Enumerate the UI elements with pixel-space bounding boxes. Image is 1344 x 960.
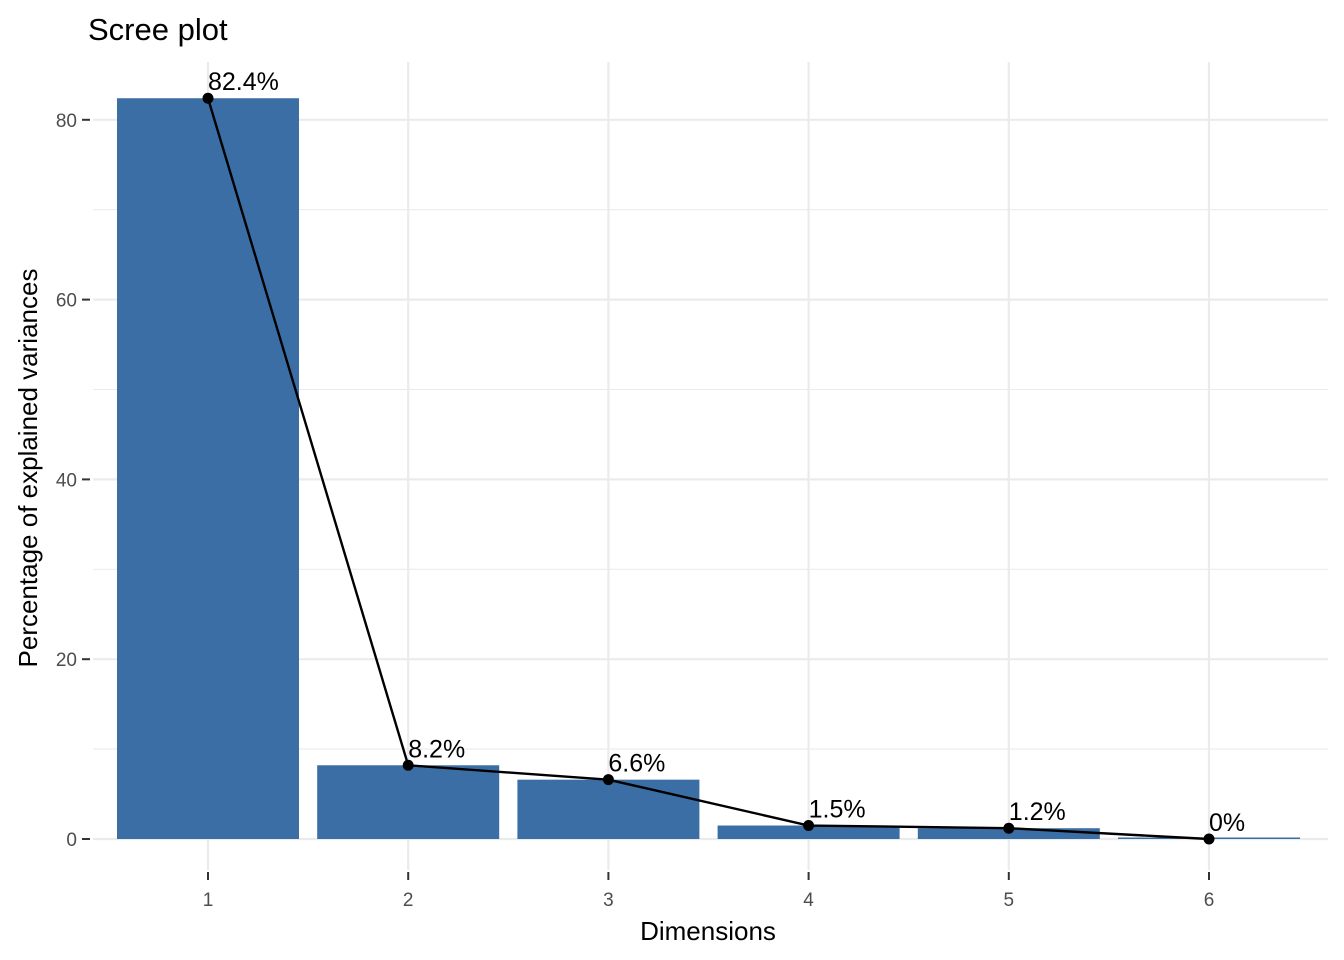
y-tick-label: 60 xyxy=(56,291,77,312)
bar-dimension-4 xyxy=(717,825,900,839)
y-tick-label: 20 xyxy=(56,650,77,671)
point-dimension-3 xyxy=(602,774,614,786)
y-tick-label: 0 xyxy=(66,830,77,851)
bars xyxy=(117,98,1300,839)
y-tick-label: 40 xyxy=(56,470,77,491)
bar-dimension-1 xyxy=(117,98,299,839)
data-label-dimension-6: 0% xyxy=(1209,809,1245,837)
data-label-dimension-3: 6.6% xyxy=(608,750,665,778)
trend-line-group xyxy=(206,97,1210,841)
y-axis-label: Percentage of explained variances xyxy=(13,269,43,668)
x-tick-label: 4 xyxy=(803,890,814,911)
data-label-dimension-5: 1.2% xyxy=(1009,798,1066,826)
x-tick-label: 1 xyxy=(203,890,214,911)
points xyxy=(202,92,1215,845)
data-label-dimension-1: 82.4% xyxy=(208,68,279,96)
x-tick-label: 5 xyxy=(1004,890,1015,911)
bar-dimension-3 xyxy=(517,779,700,839)
point-dimension-1 xyxy=(202,92,214,104)
x-axis-label: Dimensions xyxy=(640,916,776,946)
bar-dimension-2 xyxy=(317,765,500,839)
chart-title: Scree plot xyxy=(88,12,228,47)
point-dimension-5 xyxy=(1003,822,1015,834)
x-tick-label: 6 xyxy=(1204,890,1215,911)
axes: 0 20 40 60 80 1 2 3 4 5 6 xyxy=(56,111,1214,911)
y-tick-label: 80 xyxy=(56,111,77,132)
data-label-dimension-2: 8.2% xyxy=(408,735,465,763)
point-dimension-6 xyxy=(1203,833,1215,845)
x-tick-label: 3 xyxy=(603,890,614,911)
x-tick-label: 2 xyxy=(403,890,414,911)
point-dimension-2 xyxy=(402,759,414,771)
trend-line xyxy=(206,97,1210,841)
data-label-dimension-4: 1.5% xyxy=(809,796,866,824)
point-dimension-4 xyxy=(803,820,815,832)
data-labels: 82.4% 8.2% 6.6% 1.5% 1.2% 0% xyxy=(208,68,1245,837)
